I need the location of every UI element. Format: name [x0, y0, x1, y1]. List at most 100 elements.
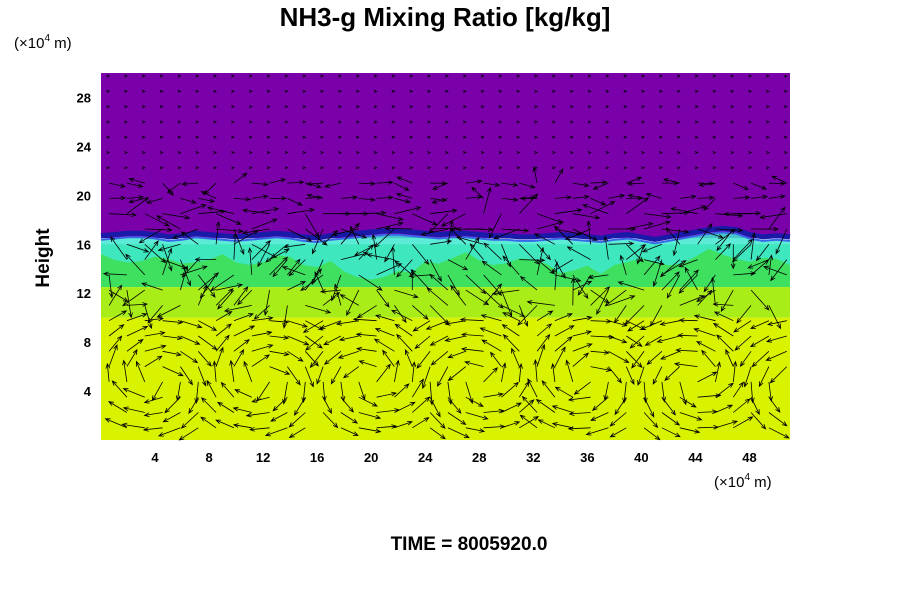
interface-edge-inner — [100, 231, 791, 245]
wind-arrow — [768, 206, 786, 230]
wind-arrow — [302, 135, 307, 139]
wind-arrow — [251, 194, 269, 199]
wind-arrow — [455, 236, 484, 245]
wind-arrow — [768, 427, 790, 439]
wind-arrow — [124, 74, 128, 78]
wind-arrow — [106, 74, 111, 78]
x-tick-label: 24 — [418, 450, 433, 465]
wind-arrow — [200, 397, 217, 413]
wind-arrow — [613, 305, 627, 324]
wind-arrow — [412, 320, 431, 332]
wind-arrow — [768, 254, 774, 275]
wind-arrow — [251, 207, 280, 215]
wind-arrow — [408, 273, 431, 279]
wind-arrow — [570, 135, 574, 139]
wind-arrow — [213, 166, 218, 170]
wind-arrow — [322, 412, 339, 429]
wind-arrow — [251, 218, 278, 230]
x-tick-label: 40 — [634, 450, 648, 465]
wind-arrow — [784, 105, 788, 109]
time-label: TIME = 8005920.0 — [391, 534, 548, 555]
wind-arrow — [697, 222, 713, 245]
wind-arrow — [736, 305, 752, 324]
wind-arrow — [570, 120, 574, 124]
wind-arrow — [768, 194, 786, 199]
wind-arrow — [533, 358, 538, 382]
wind-arrow — [765, 350, 787, 361]
wind-arrow — [319, 320, 342, 329]
wind-arrow — [251, 344, 274, 352]
wind-arrow — [608, 335, 628, 344]
wind-arrow — [108, 274, 114, 299]
wind-arrow — [677, 74, 681, 78]
wind-arrow — [661, 381, 667, 403]
wind-arrow — [305, 335, 323, 349]
wind-arrow — [636, 244, 645, 265]
x-tick-label: 16 — [310, 450, 324, 465]
wind-arrow — [677, 120, 681, 124]
wind-arrow — [748, 166, 753, 170]
wind-arrow — [703, 198, 716, 211]
y-tick-label: 28 — [77, 90, 91, 105]
wind-arrow — [483, 186, 492, 214]
wind-arrow — [678, 259, 698, 268]
wind-arrow — [734, 335, 752, 351]
wind-arrow — [394, 383, 410, 398]
wind-arrow — [287, 228, 313, 242]
y-tick-label: 20 — [77, 188, 91, 203]
wind-arrow — [732, 360, 738, 382]
wind-arrow — [480, 74, 485, 78]
wind-arrow — [536, 244, 551, 261]
wind-arrow — [572, 228, 599, 241]
wind-arrow — [447, 381, 453, 406]
wind-arrow — [105, 362, 111, 382]
wind-arrow — [481, 260, 502, 276]
wind-arrow — [565, 359, 574, 383]
wind-arrow — [358, 381, 366, 401]
wind-arrow — [233, 339, 250, 352]
wind-arrow — [233, 348, 245, 367]
wind-arrow — [394, 401, 416, 413]
wind-arrow — [447, 366, 467, 382]
wind-arrow — [652, 366, 663, 385]
wind-arrow — [409, 166, 414, 170]
wind-arrow — [316, 366, 324, 385]
wind-arrow — [394, 198, 412, 204]
wind-arrow — [623, 151, 628, 154]
wind-arrow — [730, 166, 735, 170]
wind-arrow — [501, 402, 523, 413]
wind-arrow — [373, 120, 378, 124]
wind-arrow — [480, 166, 485, 170]
wind-arrow — [567, 396, 591, 402]
wind-arrow — [679, 412, 703, 421]
wind-arrow — [144, 227, 173, 233]
wind-arrow — [102, 271, 127, 277]
wind-arrow — [124, 151, 128, 154]
wind-arrow — [698, 182, 716, 187]
wind-arrow — [516, 120, 521, 124]
wind-arrow — [572, 280, 593, 291]
wind-arrow — [177, 120, 182, 124]
wind-arrow — [554, 313, 573, 322]
wind-arrow — [619, 254, 627, 276]
wind-arrow — [251, 316, 274, 322]
wind-arrow — [605, 105, 610, 109]
wind-arrow — [629, 335, 645, 349]
wind-arrow — [695, 341, 716, 352]
wind-arrow — [502, 333, 520, 352]
wind-arrow — [493, 228, 520, 240]
wind-arrow — [471, 186, 484, 199]
wind-arrow — [144, 331, 166, 337]
wind-arrow — [124, 166, 128, 170]
wind-arrow — [784, 74, 788, 78]
wind-arrow — [335, 320, 359, 326]
wind-arrow — [516, 151, 521, 154]
wind-arrow — [257, 244, 270, 268]
wind-arrow — [162, 366, 184, 377]
wind-arrow — [626, 351, 643, 369]
wind-arrow — [730, 151, 735, 154]
wind-arrow — [284, 89, 289, 93]
wind-arrow — [324, 182, 341, 188]
wind-arrow — [587, 151, 592, 154]
wind-arrow — [266, 105, 271, 109]
